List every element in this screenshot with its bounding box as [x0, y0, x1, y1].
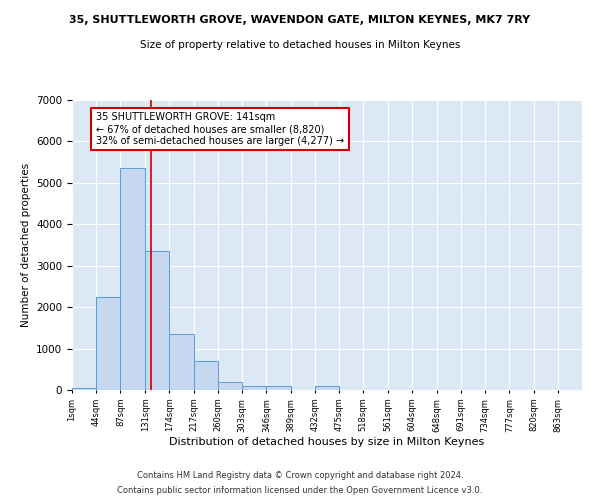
Bar — [242, 386, 266, 390]
Y-axis label: Number of detached properties: Number of detached properties — [20, 163, 31, 327]
Bar — [96, 297, 121, 390]
Bar — [169, 334, 194, 390]
Text: Contains HM Land Registry data © Crown copyright and database right 2024.: Contains HM Land Registry data © Crown c… — [137, 471, 463, 480]
Bar — [194, 361, 218, 390]
Bar — [315, 386, 339, 390]
Text: 35, SHUTTLEWORTH GROVE, WAVENDON GATE, MILTON KEYNES, MK7 7RY: 35, SHUTTLEWORTH GROVE, WAVENDON GATE, M… — [70, 15, 530, 25]
Bar — [266, 386, 290, 390]
Text: 35 SHUTTLEWORTH GROVE: 141sqm
← 67% of detached houses are smaller (8,820)
32% o: 35 SHUTTLEWORTH GROVE: 141sqm ← 67% of d… — [96, 112, 344, 146]
Text: Contains public sector information licensed under the Open Government Licence v3: Contains public sector information licen… — [118, 486, 482, 495]
X-axis label: Distribution of detached houses by size in Milton Keynes: Distribution of detached houses by size … — [169, 437, 485, 447]
Text: Size of property relative to detached houses in Milton Keynes: Size of property relative to detached ho… — [140, 40, 460, 50]
Bar — [145, 251, 169, 390]
Bar — [218, 382, 242, 390]
Bar — [72, 388, 96, 390]
Bar — [121, 168, 145, 390]
